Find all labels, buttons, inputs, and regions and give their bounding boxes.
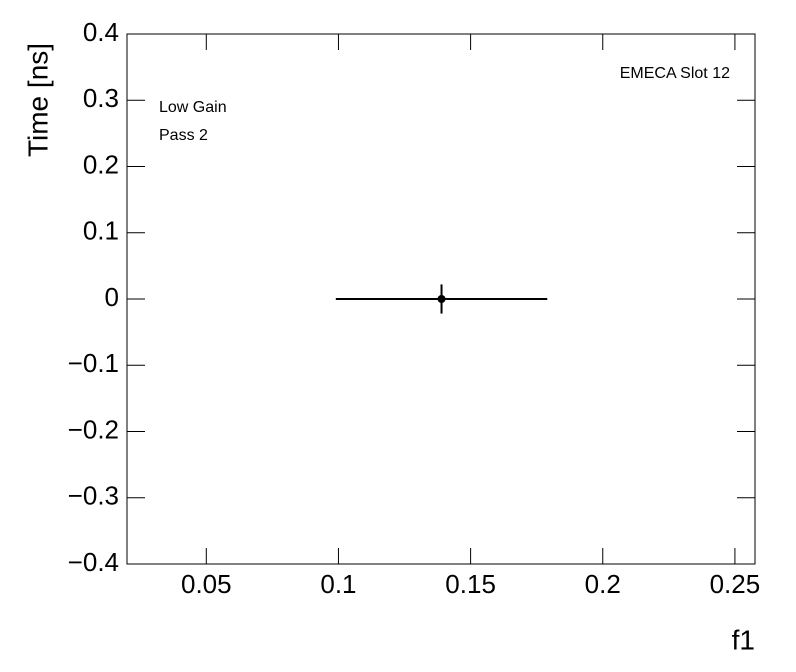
x-axis-label: f1 xyxy=(732,624,755,655)
annotation: EMECA Slot 12 xyxy=(620,65,730,82)
annotation: Pass 2 xyxy=(159,127,208,144)
y-tick-label: 0 xyxy=(105,282,119,312)
x-tick-label: 0.25 xyxy=(710,569,761,599)
y-axis-label: Time [ns] xyxy=(22,43,53,157)
y-tick-label: −0.4 xyxy=(68,547,119,577)
x-tick-label: 0.15 xyxy=(445,569,496,599)
y-tick-label: −0.1 xyxy=(68,348,119,378)
y-tick-label: −0.3 xyxy=(68,481,119,511)
x-tick-label: 0.2 xyxy=(585,569,621,599)
x-tick-label: 0.05 xyxy=(181,569,232,599)
y-tick-label: 0.2 xyxy=(83,149,119,179)
point xyxy=(437,295,446,303)
y-tick-label: −0.2 xyxy=(68,414,119,444)
y-tick-label: 0.4 xyxy=(83,17,119,47)
y-tick-label: 0.3 xyxy=(83,83,119,113)
x-tick-label: 0.1 xyxy=(320,569,356,599)
y-tick-label: 0.1 xyxy=(83,216,119,246)
annotation: Low Gain xyxy=(159,99,227,116)
